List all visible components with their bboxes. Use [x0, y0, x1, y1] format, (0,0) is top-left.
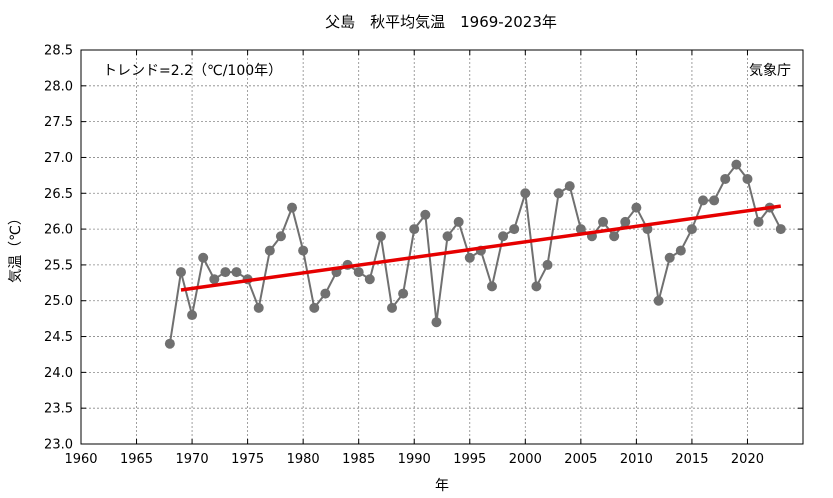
grid	[81, 50, 803, 444]
data-point	[431, 317, 442, 328]
data-point	[353, 267, 364, 278]
x-tick-label: 1960	[64, 452, 97, 467]
data-point	[198, 252, 209, 263]
data-point	[231, 267, 242, 278]
data-point	[553, 188, 564, 199]
y-tick-label: 24.5	[44, 330, 73, 345]
data-point	[731, 159, 742, 170]
trend-annotation: トレンド=2.2（℃/100年）	[103, 63, 282, 79]
data-point	[387, 302, 398, 313]
y-tick-label: 26.0	[44, 223, 73, 238]
series-layer	[164, 159, 786, 349]
data-point	[609, 231, 620, 242]
data-point	[664, 252, 675, 263]
data-point	[275, 231, 286, 242]
data-point	[453, 216, 464, 227]
data-point	[486, 281, 497, 292]
x-tick-label: 1970	[176, 452, 209, 467]
data-point	[209, 274, 220, 285]
x-tick-label: 1995	[453, 452, 486, 467]
x-tick-label: 1975	[231, 452, 264, 467]
trend-line	[180, 204, 782, 292]
data-point	[398, 288, 409, 299]
y-tick-label: 27.5	[44, 115, 73, 130]
y-tick-label: 23.0	[44, 438, 73, 453]
x-axis-label: 年	[435, 478, 449, 494]
x-tick-label: 2020	[731, 452, 764, 467]
data-point	[775, 224, 786, 235]
data-point	[298, 245, 309, 256]
x-axis: 1960 1965 1970 1975 1980 1985 1990 1995 2000 2005…	[64, 50, 764, 467]
y-tick-label: 25.5	[44, 258, 73, 273]
temperature-line	[168, 162, 782, 344]
data-point	[409, 224, 420, 235]
y-axis-label: 気温（℃）	[8, 211, 24, 283]
data-point	[720, 173, 731, 184]
x-tick-label: 2005	[564, 452, 597, 467]
y-tick-label: 24.0	[44, 366, 73, 381]
data-point	[686, 224, 697, 235]
data-point	[253, 302, 264, 313]
data-point	[520, 188, 531, 199]
data-point	[364, 274, 375, 285]
y-tick-label: 28.0	[44, 79, 73, 94]
data-point	[420, 209, 431, 220]
data-point	[464, 252, 475, 263]
data-point	[653, 295, 664, 306]
data-point	[531, 281, 542, 292]
data-point	[498, 231, 509, 242]
data-point	[509, 224, 520, 235]
data-point	[164, 338, 175, 349]
y-tick-label: 27.0	[44, 151, 73, 166]
data-point	[620, 216, 631, 227]
data-point	[220, 267, 231, 278]
data-point	[375, 231, 386, 242]
y-tick-label: 26.5	[44, 187, 73, 202]
data-point	[187, 310, 198, 321]
data-point	[309, 302, 320, 313]
x-tick-label: 1980	[287, 452, 320, 467]
y-tick-label: 25.0	[44, 294, 73, 309]
y-tick-label: 23.5	[44, 402, 73, 417]
plot-frame	[80, 49, 804, 445]
data-point	[542, 259, 553, 270]
data-point	[631, 202, 642, 213]
data-point	[598, 216, 609, 227]
x-tick-label: 1985	[342, 452, 375, 467]
data-point	[675, 245, 686, 256]
data-point	[287, 202, 298, 213]
data-point	[742, 173, 753, 184]
x-tick-label: 1990	[398, 452, 431, 467]
data-point	[753, 216, 764, 227]
data-point	[264, 245, 275, 256]
y-tick-label: 28.5	[44, 44, 73, 59]
source-label: 気象庁	[749, 63, 791, 79]
x-tick-label: 2010	[620, 452, 653, 467]
y-axis: 23.0 23.5 24.0 24.5 25.0 25.5 26.0 26.5 27.0 27.5…	[44, 44, 803, 453]
x-tick-label: 1965	[120, 452, 153, 467]
chart-title: 父島 秋平均気温 1969-2023年	[325, 13, 557, 31]
data-point	[698, 195, 709, 206]
data-point	[564, 181, 575, 192]
data-point	[709, 195, 720, 206]
x-tick-label: 2000	[509, 452, 542, 467]
data-point	[442, 231, 453, 242]
data-point	[175, 267, 186, 278]
data-point	[575, 224, 586, 235]
data-point	[320, 288, 331, 299]
x-tick-label: 2015	[675, 452, 708, 467]
